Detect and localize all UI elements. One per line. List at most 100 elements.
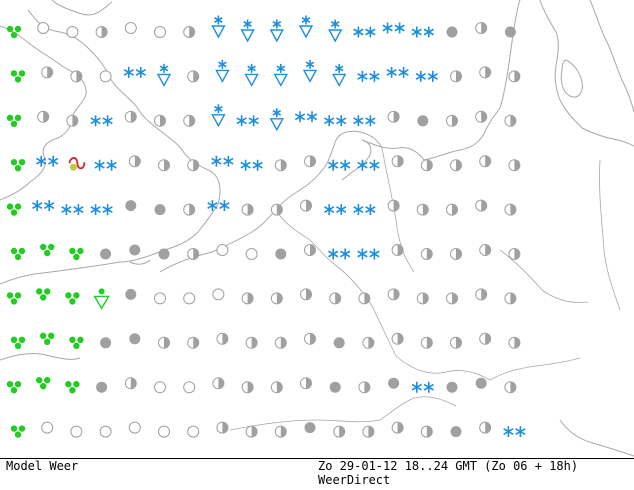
border-poland (599, 159, 621, 311)
symbol-clear-circle (212, 288, 225, 301)
symbol-partly-cloudy-circle (475, 199, 488, 212)
symbol-rain-drops (40, 243, 55, 257)
symbol-overcast-dot (129, 333, 141, 345)
symbol-snow-shower-triangle (302, 59, 318, 83)
symbol-partly-cloudy-circle (450, 70, 462, 83)
symbol-partly-cloudy-circle (362, 336, 375, 349)
symbol-clear-circle (245, 248, 258, 260)
symbol-partly-cloudy-circle (446, 114, 458, 127)
symbol-overcast-dot (446, 381, 458, 393)
coast-sweden (589, 0, 634, 113)
symbol-snow-asterisks (328, 248, 351, 260)
symbol-snow-asterisks (353, 204, 376, 216)
symbol-snow-asterisks (357, 70, 380, 82)
symbol-snow-asterisks (382, 22, 405, 34)
symbol-snow-asterisks (324, 204, 347, 216)
symbol-rain-shower-triangle (93, 288, 110, 310)
symbol-overcast-dot (96, 381, 108, 393)
symbol-snow-asterisks (294, 111, 318, 123)
symbol-thunder-symbol (68, 157, 86, 171)
symbol-snow-shower-triangle (211, 104, 226, 128)
symbol-snow-shower-triangle (298, 15, 314, 39)
symbol-snow-shower-triangle (273, 63, 288, 87)
symbol-clear-circle (41, 421, 54, 434)
symbol-clear-circle (154, 292, 166, 305)
symbol-partly-cloudy-circle (304, 244, 316, 256)
symbol-partly-cloudy-circle (362, 425, 375, 438)
weather-map (0, 0, 634, 457)
symbol-rain-drops (69, 336, 84, 349)
symbol-snow-asterisks (94, 159, 117, 171)
symbol-partly-cloudy-circle (274, 336, 287, 349)
symbol-snow-asterisks (123, 66, 146, 78)
symbol-partly-cloudy-circle (387, 110, 400, 123)
symbol-partly-cloudy-circle (183, 114, 196, 127)
coast-ijsselmeer (341, 139, 372, 181)
border-germany-nl (381, 147, 415, 273)
symbol-partly-cloudy-circle (358, 381, 371, 394)
symbol-partly-cloudy-circle (70, 70, 83, 83)
symbol-partly-cloudy-circle (183, 203, 196, 216)
symbol-snow-shower-triangle (211, 15, 226, 39)
symbol-partly-cloudy-circle (216, 421, 229, 434)
symbol-rain-drops (10, 336, 26, 349)
symbol-rain-drops (6, 25, 22, 39)
symbol-partly-cloudy-circle (270, 292, 283, 305)
symbol-snow-shower-triangle (244, 63, 259, 87)
symbol-partly-cloudy-circle (479, 332, 492, 345)
weather-symbols-layer (6, 15, 526, 438)
symbol-clear-circle (37, 22, 50, 34)
symbol-partly-cloudy-circle (391, 155, 404, 168)
symbol-rain-drops (65, 381, 80, 394)
symbol-clear-circle (216, 244, 229, 256)
symbol-snow-asterisks (324, 115, 347, 127)
symbol-partly-cloudy-circle (187, 70, 200, 83)
symbol-partly-cloudy-circle (245, 425, 258, 438)
symbol-snow-shower-triangle (328, 19, 343, 43)
symbol-partly-cloudy-circle (479, 421, 492, 434)
symbol-clear-circle (70, 425, 83, 438)
symbol-partly-cloudy-circle (128, 155, 141, 168)
coast-denmark-west (499, 0, 521, 109)
symbol-partly-cloudy-circle (479, 244, 492, 256)
symbol-snow-asterisks (503, 426, 526, 438)
symbol-snow-shower-triangle (269, 19, 284, 43)
symbol-snow-shower-triangle (215, 59, 230, 83)
symbol-partly-cloudy-circle (504, 292, 517, 305)
symbol-rain-drops (65, 292, 80, 305)
symbol-partly-cloudy-circle (391, 332, 404, 345)
symbol-partly-cloudy-circle (479, 66, 492, 79)
symbol-partly-cloudy-circle (475, 288, 488, 301)
symbol-partly-cloudy-circle (391, 244, 404, 256)
symbol-partly-cloudy-circle (300, 377, 312, 390)
symbol-overcast-dot (129, 244, 141, 256)
symbol-partly-cloudy-circle (391, 421, 404, 434)
symbol-partly-cloudy-circle (187, 159, 200, 172)
coast-denmark-east (539, 0, 583, 129)
symbol-partly-cloudy-circle (420, 248, 433, 260)
symbol-partly-cloudy-circle (479, 155, 492, 168)
symbol-partly-cloudy-circle (37, 110, 50, 123)
symbol-partly-cloudy-circle (420, 159, 433, 172)
source-label: WeerDirect (318, 473, 391, 487)
symbol-rain-drops (6, 292, 22, 305)
coast-zealand (560, 59, 583, 98)
symbol-partly-cloudy-circle (158, 159, 170, 172)
symbol-partly-cloudy-circle (241, 203, 254, 216)
symbol-clear-circle (99, 70, 112, 83)
symbol-partly-cloudy-circle (508, 248, 521, 260)
coastline-layer (0, 0, 634, 457)
symbol-partly-cloudy-circle (300, 199, 312, 212)
symbol-clear-circle (183, 381, 196, 394)
symbol-partly-cloudy-circle (216, 332, 229, 345)
symbol-snow-asterisks (357, 248, 380, 260)
border-france-south (229, 419, 381, 431)
symbol-rain-drops (10, 159, 26, 172)
symbol-partly-cloudy-circle (508, 336, 521, 349)
symbol-partly-cloudy-circle (158, 336, 170, 349)
symbol-partly-cloudy-circle (508, 70, 521, 83)
symbol-clear-circle (99, 425, 112, 438)
symbol-clear-circle (158, 425, 170, 438)
symbol-partly-cloudy-circle (420, 336, 433, 349)
symbol-snow-asterisks (411, 381, 434, 393)
